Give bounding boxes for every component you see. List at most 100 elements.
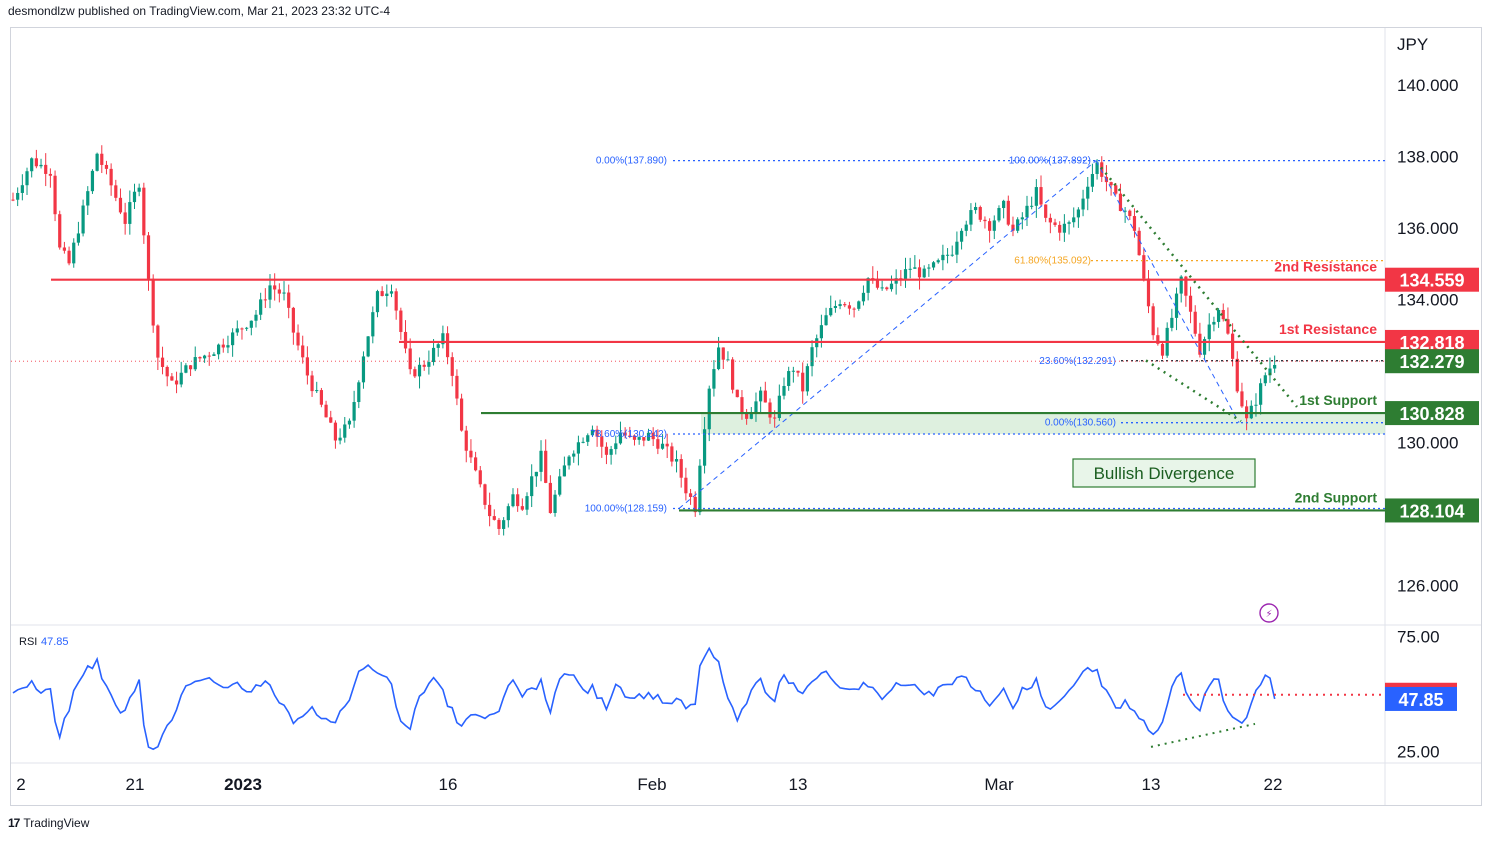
candle-body	[174, 380, 179, 385]
candle-body	[656, 439, 660, 449]
time-tick-label: 13	[1142, 775, 1161, 794]
candle-body	[805, 366, 809, 392]
level-label: 1st Support	[1299, 392, 1377, 408]
lightning-glyph-icon: ⚡	[1265, 609, 1272, 620]
candle-body	[114, 185, 118, 198]
candle-body	[1184, 276, 1188, 296]
candle-body	[1179, 276, 1183, 294]
candle-body	[301, 345, 305, 358]
candle-body	[160, 357, 165, 367]
candle-body	[217, 344, 221, 355]
candle-body	[1146, 278, 1151, 307]
candle-body	[151, 278, 155, 326]
candle-body	[352, 402, 356, 421]
candle-body	[245, 327, 249, 329]
candle-body	[955, 241, 959, 255]
candle-body	[338, 437, 342, 441]
candle-body	[894, 278, 898, 284]
candle-body	[726, 359, 730, 361]
candle-body	[525, 496, 529, 510]
candle-body	[1226, 319, 1230, 334]
candle-body	[670, 446, 674, 462]
candle-body	[408, 348, 412, 370]
candle-body	[268, 285, 272, 300]
candle-body	[72, 242, 76, 264]
candle-body	[118, 197, 123, 213]
candle-body	[1081, 198, 1085, 210]
candle-body	[324, 404, 328, 418]
candle-body	[193, 357, 197, 370]
candle-body	[100, 153, 104, 165]
candle-body	[941, 254, 945, 261]
candle-body	[796, 370, 800, 373]
candle-body	[1174, 293, 1179, 318]
candle-body	[333, 422, 338, 441]
lightning-icon	[1259, 603, 1279, 623]
price-tag	[1385, 349, 1479, 374]
candle-body	[852, 308, 856, 310]
candle-body	[945, 254, 950, 256]
candle-body	[329, 417, 333, 423]
candle-body	[1039, 187, 1043, 205]
candle-body	[623, 432, 627, 436]
candle-body	[1095, 162, 1099, 174]
candle-body	[48, 173, 52, 176]
candle-body	[399, 310, 403, 332]
candle-body	[590, 429, 595, 436]
candle-body	[343, 424, 347, 438]
candle-body	[90, 170, 95, 192]
price-tick-label: 130.000	[1397, 434, 1458, 453]
chart-svg[interactable]: 0.00%(137.890) 100.00%(137.892) 61.80%(135…	[11, 28, 1481, 805]
price-tag-label: 132.279	[1399, 352, 1464, 372]
candle-body	[1221, 309, 1225, 320]
candle-body	[1044, 204, 1048, 218]
candle-body	[777, 395, 781, 418]
candle-body	[660, 443, 665, 449]
currency-label: JPY	[1397, 35, 1428, 54]
candle-body	[20, 185, 24, 193]
candle-body	[843, 304, 847, 306]
candle-body	[34, 158, 38, 167]
candle-body	[221, 344, 225, 348]
candle-body	[146, 235, 151, 279]
candle-body	[983, 219, 987, 222]
candle-body	[595, 429, 599, 437]
candle-body	[833, 306, 838, 309]
candle-body	[282, 292, 286, 294]
candle-body	[198, 357, 202, 359]
candle-body	[259, 299, 263, 315]
candle-body	[240, 328, 244, 330]
candle-body	[11, 199, 15, 201]
candle-body	[436, 344, 440, 348]
candle-body	[478, 470, 482, 485]
candle-body	[123, 212, 127, 224]
candle-body	[665, 443, 669, 447]
candle-body	[875, 278, 880, 288]
candle-body	[773, 417, 777, 419]
candle-body	[581, 441, 585, 443]
level-label: 2nd Support	[1295, 489, 1378, 505]
candle-body	[81, 205, 85, 234]
candles	[11, 145, 1277, 536]
time-tick-label: 2	[16, 775, 25, 794]
candle-body	[1090, 173, 1095, 187]
candle-body	[427, 362, 431, 367]
candle-body	[277, 289, 281, 294]
candle-body	[310, 375, 314, 392]
candle-body	[1002, 200, 1006, 209]
candle-body	[235, 328, 239, 333]
footer: 17 TradingView	[8, 816, 89, 830]
candle-body	[674, 459, 679, 462]
candle-body	[576, 442, 581, 454]
candle-body	[614, 443, 618, 450]
candle-body	[964, 224, 968, 231]
candle-body	[712, 369, 716, 389]
price-tag-label: 132.818	[1399, 333, 1464, 353]
candle-body	[609, 449, 613, 455]
candle-body	[791, 370, 795, 372]
fib-label: 0.00%(130.560)	[1045, 418, 1116, 429]
candle-body	[782, 385, 786, 396]
candle-body	[459, 398, 464, 431]
candle-body	[1109, 182, 1113, 186]
time-tick-label: 21	[126, 775, 145, 794]
